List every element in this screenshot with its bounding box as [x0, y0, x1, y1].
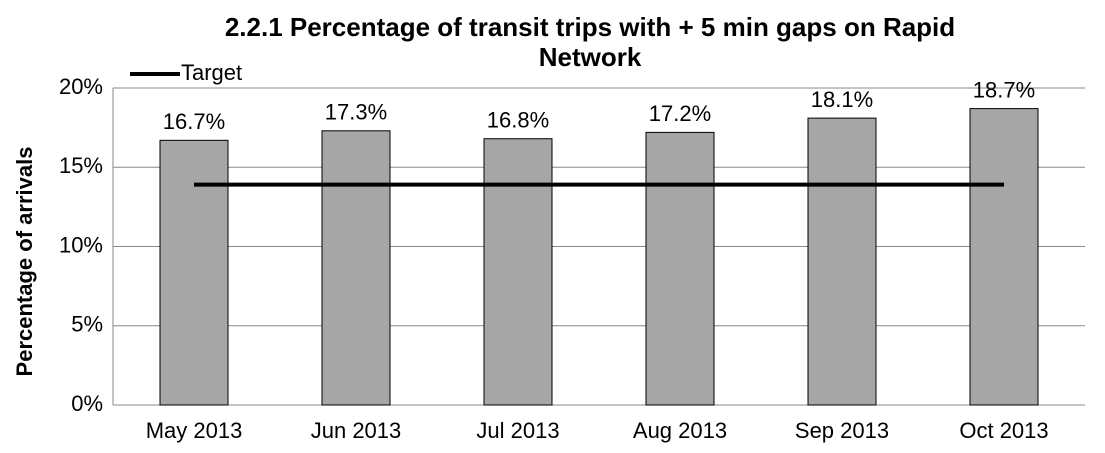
data-label: 16.7% [163, 109, 225, 134]
y-tick-label: 15% [59, 153, 103, 178]
data-label: 18.7% [973, 77, 1035, 102]
y-tick-label: 0% [71, 391, 103, 416]
y-tick-label: 20% [59, 74, 103, 99]
bar [645, 131, 715, 406]
bar [969, 108, 1039, 406]
x-tick-label: Jun 2013 [311, 418, 402, 443]
y-tick-label: 10% [59, 232, 103, 257]
data-label: 17.2% [649, 101, 711, 126]
x-tick-label: May 2013 [146, 418, 243, 443]
bar [807, 117, 877, 406]
x-tick-label: Jul 2013 [476, 418, 559, 443]
x-tick-label: Sep 2013 [795, 418, 889, 443]
y-axis-label: Percentage of arrivals [12, 147, 37, 377]
bar [483, 138, 553, 406]
x-tick-label: Aug 2013 [633, 418, 727, 443]
data-label: 17.3% [325, 100, 387, 125]
data-label: 18.1% [811, 87, 873, 112]
bar [159, 139, 229, 406]
data-label: 16.8% [487, 108, 549, 133]
y-tick-label: 5% [71, 312, 103, 337]
chart-title: 2.2.1 Percentage of transit trips with +… [224, 12, 956, 72]
bar [321, 130, 391, 406]
legend-label: Target [181, 60, 242, 85]
x-tick-label: Oct 2013 [959, 418, 1048, 443]
